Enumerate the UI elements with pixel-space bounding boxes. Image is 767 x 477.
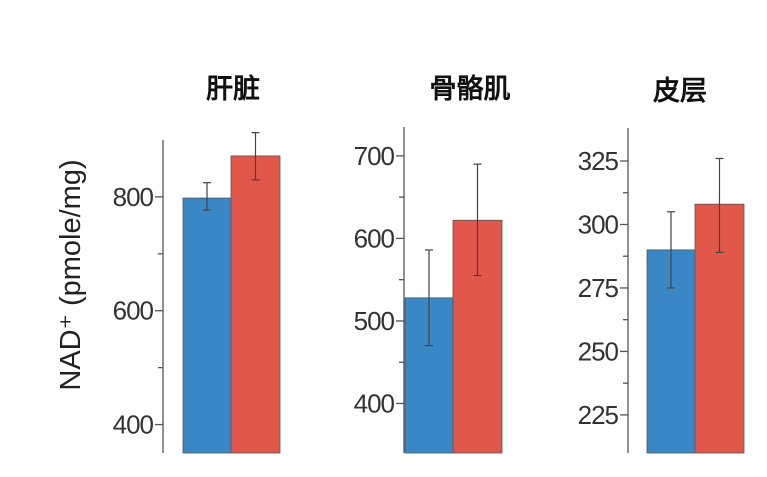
y-tick-label: 500 bbox=[354, 306, 395, 336]
panel-title: 肝脏 bbox=[206, 74, 260, 105]
panel-liver: 肝脏 400 600 800 bbox=[113, 74, 281, 454]
y-tick-label: 250 bbox=[578, 336, 619, 366]
y-axis-label: NAD⁺ (pmole/mg) bbox=[55, 159, 87, 390]
y-tick-label: 275 bbox=[578, 273, 619, 303]
y-tick-label: 400 bbox=[113, 410, 154, 440]
y-tick-label: 700 bbox=[354, 141, 395, 171]
y-tick-label: 225 bbox=[578, 400, 619, 430]
panel-cortex: 皮层 225 250 275 300 325 bbox=[578, 76, 745, 454]
panel-title: 皮层 bbox=[653, 76, 707, 107]
panel-skeletal-muscle: 骨骼肌 400 500 600 700 bbox=[354, 73, 511, 454]
y-tick-label: 600 bbox=[113, 296, 154, 326]
panel-title: 骨骼肌 bbox=[430, 73, 511, 105]
bar-series2 bbox=[230, 155, 281, 454]
bar-series1 bbox=[646, 249, 696, 454]
bar-series1 bbox=[182, 197, 232, 454]
y-tick-label: 800 bbox=[113, 182, 154, 212]
y-tick-label: 300 bbox=[578, 209, 619, 239]
y-tick-label: 325 bbox=[578, 146, 619, 176]
y-tick-label: 400 bbox=[354, 388, 395, 418]
y-tick-label: 600 bbox=[354, 223, 395, 253]
